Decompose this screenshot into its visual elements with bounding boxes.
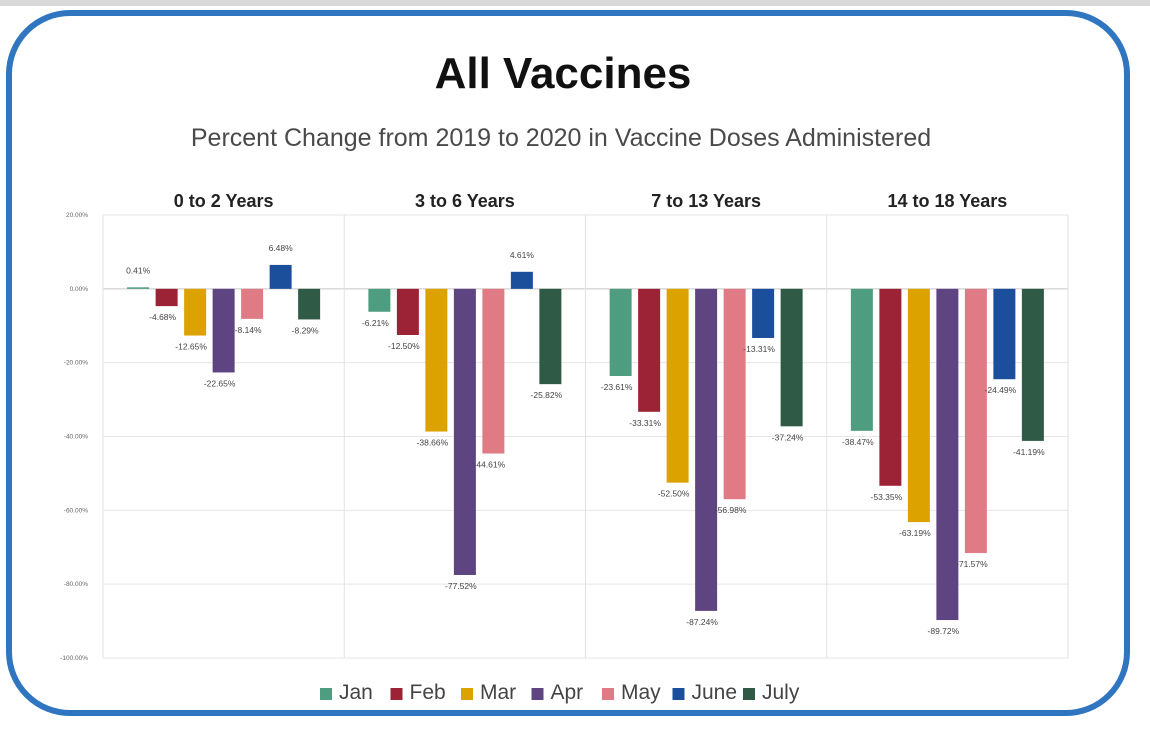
bar [723, 288, 746, 500]
legend: Jan Feb Mar Apr May June July [320, 681, 800, 704]
data-label: -8.14% [235, 325, 262, 335]
bar [453, 288, 476, 576]
bar [269, 264, 292, 289]
legend-swatch [743, 688, 755, 700]
bar [425, 288, 448, 432]
data-label: -41.19% [1013, 447, 1045, 457]
data-label: -38.47% [842, 437, 874, 447]
chart-subtitle: Percent Change from 2019 to 2020 in Vacc… [191, 124, 931, 152]
data-label: -71.57% [956, 559, 988, 569]
data-label: -6.21% [362, 318, 389, 328]
data-label: -25.82% [531, 390, 563, 400]
data-label: -38.66% [417, 438, 449, 448]
bar [368, 288, 391, 312]
bar [752, 288, 775, 338]
data-label: -33.31% [629, 418, 661, 428]
legend-swatch [531, 688, 544, 700]
legend-label: May [621, 681, 661, 704]
data-label: -37.24% [772, 432, 804, 442]
panel-title: 14 to 18 Years [887, 191, 1007, 211]
legend-swatch [390, 688, 403, 700]
legend-swatch [461, 688, 473, 700]
bar [396, 288, 419, 335]
data-label: -4.68% [149, 312, 176, 322]
bar [695, 288, 718, 611]
bar [155, 288, 178, 307]
data-label: -23.61% [601, 382, 633, 392]
data-label: -44.61% [474, 460, 506, 470]
data-label: -56.98% [715, 505, 747, 515]
bar [936, 288, 959, 621]
legend-swatch [602, 688, 614, 700]
y-tick-label: -20.00% [64, 360, 88, 367]
bar [241, 288, 264, 319]
data-label: -53.35% [871, 492, 903, 502]
legend-label: July [762, 681, 800, 704]
legend-swatch [320, 688, 332, 700]
bar [638, 288, 661, 412]
data-label: -24.49% [985, 385, 1017, 395]
bar [482, 288, 505, 454]
plot-area: 20.00% 0.00% -20.00% -40.00% -60.00% -80.00% -… [60, 191, 1069, 662]
y-tick-label: 0.00% [70, 286, 89, 293]
data-label: -8.29% [292, 325, 319, 335]
data-label: -77.52% [445, 581, 477, 591]
bar [510, 271, 533, 289]
legend-label: June [692, 681, 738, 704]
bar [1021, 288, 1044, 441]
top-band [0, 0, 1150, 6]
bar [666, 288, 689, 483]
y-tick-label: -80.00% [64, 581, 88, 588]
bar [907, 288, 930, 523]
bar [184, 288, 207, 336]
bar [609, 288, 632, 376]
data-label: 4.61% [510, 250, 535, 260]
legend-label: Apr [551, 681, 584, 704]
y-tick-label: -60.00% [64, 507, 88, 514]
chart-title: All Vaccines [435, 49, 692, 98]
legend-swatch [672, 688, 685, 700]
bar [298, 288, 321, 320]
data-label: -13.31% [743, 344, 775, 354]
bar [539, 288, 562, 385]
bar [127, 287, 150, 289]
data-label: -52.50% [658, 489, 690, 499]
legend-label: Mar [480, 681, 516, 704]
bar [993, 288, 1016, 380]
data-label: -12.50% [388, 341, 420, 351]
data-label: 0.41% [126, 265, 151, 275]
panel-title: 3 to 6 Years [415, 191, 515, 211]
y-tick-label: 20.00% [66, 212, 88, 219]
panel-title: 7 to 13 Years [651, 191, 761, 211]
data-label: -22.65% [204, 378, 236, 388]
data-label: -89.72% [928, 626, 960, 636]
data-label: -63.19% [899, 528, 931, 538]
bar [964, 288, 987, 554]
bar [212, 288, 235, 373]
bar [780, 288, 803, 427]
legend-label: Jan [339, 681, 373, 704]
legend-label: Feb [410, 681, 446, 704]
bar [879, 288, 902, 486]
bar [850, 288, 873, 431]
y-tick-label: -40.00% [64, 434, 88, 441]
data-label: -87.24% [686, 617, 718, 627]
data-label: -12.65% [175, 342, 207, 352]
data-label: 6.48% [269, 243, 294, 253]
y-tick-label: -100.00% [60, 655, 88, 662]
panel-title: 0 to 2 Years [174, 191, 274, 211]
